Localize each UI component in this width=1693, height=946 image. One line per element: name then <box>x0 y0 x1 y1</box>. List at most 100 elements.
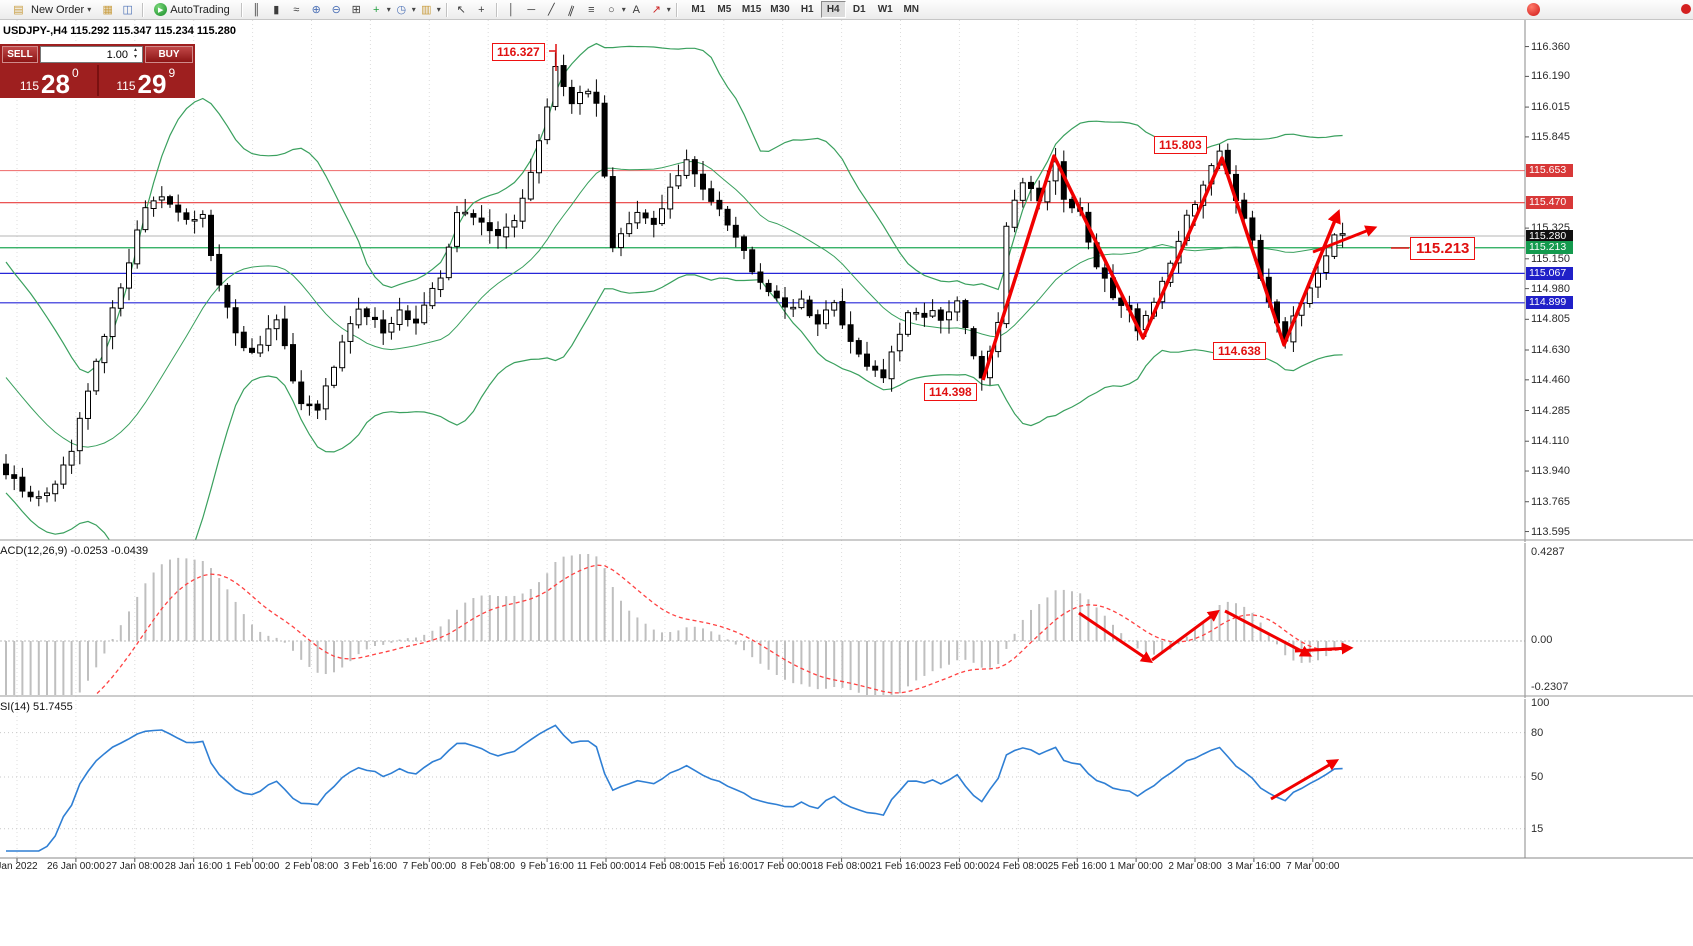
new-order-icon: ▤ <box>13 4 24 16</box>
time-label: 25 Feb 16:00 <box>1047 861 1107 872</box>
price-line-label: 114.899 <box>1526 296 1573 310</box>
zoom-in-icon[interactable]: ⊕ <box>311 4 321 16</box>
ask-prefix: 115 <box>116 79 136 93</box>
time-label: 18 Feb 08:00 <box>812 861 872 872</box>
bollinger-bands <box>5 42 1343 540</box>
fibonacci-icon[interactable]: ≡ <box>588 3 595 16</box>
tile-windows-icon[interactable]: ◫ <box>122 4 133 16</box>
alerts-icon[interactable] <box>1527 3 1540 16</box>
price-tick: 116.360 <box>1531 40 1570 53</box>
charts-icon[interactable]: ▦ <box>102 4 113 16</box>
toolbar-separator <box>495 2 497 17</box>
sell-button[interactable]: SELL <box>2 46 38 63</box>
time-label: 11 Feb 00:00 <box>576 861 636 872</box>
windows-icon[interactable]: ⊞ <box>351 4 361 16</box>
ask-price[interactable]: 115 29 9 <box>99 65 194 99</box>
price-annotation[interactable]: 114.398 <box>924 383 977 401</box>
time-label: 9 Feb 16:00 <box>520 861 574 872</box>
text-icon[interactable]: A <box>632 3 640 16</box>
bar-chart-icon[interactable]: ║ <box>252 3 261 16</box>
cursor-icon[interactable]: ↖ <box>456 4 466 16</box>
macd-indicator <box>0 554 1525 695</box>
price-annotation[interactable]: 114.638 <box>1213 342 1266 360</box>
timeframe-mn-button[interactable]: MN <box>899 1 924 18</box>
volume-down-icon[interactable]: ▾ <box>133 53 137 60</box>
price-annotation[interactable]: 115.213 <box>1410 237 1476 260</box>
volume-spinner[interactable]: ▴ ▾ <box>130 46 141 62</box>
time-label: 17 Feb 00:00 <box>753 861 813 872</box>
volume-stepper[interactable]: 1.00 ▴ ▾ <box>40 46 143 63</box>
trendline-icon[interactable]: ╱ <box>547 4 555 16</box>
timeframe-m1-button[interactable]: M1 <box>686 1 711 18</box>
channel-icon[interactable]: ∥ <box>566 3 576 17</box>
autotrading-play-icon: ▶ <box>154 3 168 16</box>
vertical-line-icon[interactable]: │ <box>507 3 515 16</box>
grid-lines <box>16 20 1314 862</box>
macd-axis-tick: -0.2307 <box>1531 681 1569 693</box>
price-annotation[interactable]: 115.803 <box>1154 136 1207 154</box>
time-label: 21 Feb 16:00 <box>871 861 930 872</box>
price-line-label: 115.280 <box>1526 229 1573 243</box>
timeframe-h4-button[interactable]: H4 <box>820 1 846 18</box>
time-label: Jan 2022 <box>0 861 38 872</box>
price-line-label: 115.067 <box>1526 266 1573 280</box>
toolbar-separator <box>142 2 144 17</box>
template-icon[interactable]: ▥ <box>421 4 432 16</box>
time-label: 1 Mar 00:00 <box>1109 861 1163 872</box>
ask-big-digits: 29 <box>137 68 167 99</box>
macd-axis-tick: 0.4287 <box>1531 546 1565 558</box>
price-tick: 116.190 <box>1531 70 1570 83</box>
time-label: 15 Feb 16:00 <box>694 861 754 872</box>
crosshair-icon[interactable]: + <box>478 3 485 16</box>
chevron-down-icon: ▾ <box>666 5 671 14</box>
price-line-label: 115.213 <box>1526 241 1573 255</box>
notification-icon[interactable] <box>1681 4 1691 14</box>
time-label: 7 Mar 00:00 <box>1286 861 1340 872</box>
autotrading-label: AutoTrading <box>170 3 230 16</box>
macd-values: -0.0253 -0.0439 <box>70 545 149 557</box>
volume-up-icon[interactable]: ▴ <box>133 46 137 53</box>
rsi-label: RSI(14) 51.7455 <box>0 701 73 713</box>
timeframe-d1-button[interactable]: D1 <box>847 1 872 18</box>
macd-axis-tick: 0.00 <box>1531 634 1553 646</box>
trend-arrows[interactable] <box>549 44 1409 801</box>
timeframe-m30-button[interactable]: M30 <box>766 1 793 18</box>
horizontal-line-icon[interactable]: ─ <box>527 3 536 16</box>
time-label: 3 Feb 16:00 <box>343 861 398 872</box>
toolbar-separator <box>240 2 242 17</box>
timeframe-w1-button[interactable]: W1 <box>873 1 898 18</box>
chevron-down-icon: ▾ <box>436 5 441 14</box>
price-annotation[interactable]: 116.327 <box>492 43 545 61</box>
rsi-axis-tick: 15 <box>1531 822 1544 835</box>
price-tick: 113.940 <box>1531 465 1570 478</box>
chevron-down-icon: ▾ <box>411 5 416 14</box>
period-icon[interactable]: ◷ <box>396 4 407 16</box>
volume-value[interactable]: 1.00 <box>106 48 128 61</box>
timeframe-m5-button[interactable]: M5 <box>712 1 737 18</box>
line-chart-icon[interactable]: ≈ <box>293 3 300 16</box>
timeframe-h1-button[interactable]: H1 <box>795 1 820 18</box>
price-tick: 114.460 <box>1531 373 1570 386</box>
new-chart-icon[interactable]: + <box>373 3 380 16</box>
time-label: 7 Feb 00:00 <box>402 861 456 872</box>
candlestick-chart-icon[interactable]: ▮ <box>273 4 280 16</box>
rsi-axis-tick: 50 <box>1531 771 1544 783</box>
panel-frames <box>0 20 1693 859</box>
timeframe-m15-button[interactable]: M15 <box>738 1 765 18</box>
zoom-out-icon[interactable]: ⊖ <box>331 4 341 16</box>
price-tick: 114.805 <box>1531 313 1570 326</box>
bid-price[interactable]: 115 28 0 <box>2 65 97 99</box>
autotrading-button[interactable]: ▶ AutoTrading <box>148 0 236 20</box>
arrows-icon[interactable]: ↗ <box>651 4 661 16</box>
toolbar-separator <box>675 2 677 17</box>
toolbar-separator <box>445 2 447 17</box>
shapes-icon[interactable]: ○ <box>607 3 615 16</box>
bid-big-digits: 28 <box>41 68 70 99</box>
price-line-label: 115.653 <box>1526 164 1573 178</box>
time-label: 27 Jan 08:00 <box>105 861 164 872</box>
buy-button[interactable]: BUY <box>145 46 193 63</box>
rsi-axis-tick: 100 <box>1531 697 1550 709</box>
new-order-button[interactable]: ▤ New Order ▾ <box>3 0 97 20</box>
